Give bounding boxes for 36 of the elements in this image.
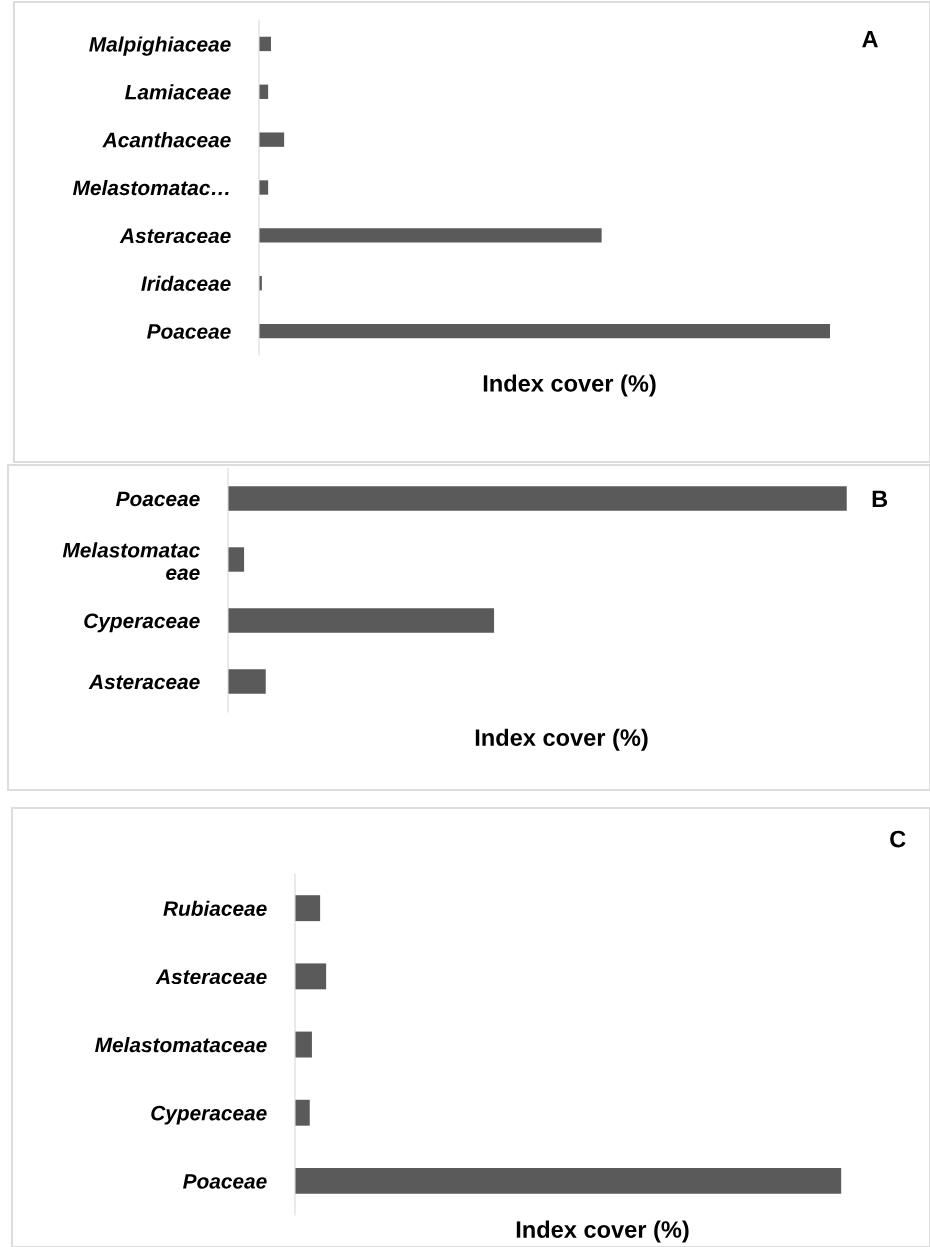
y-tick-label: Poaceae [116,491,200,507]
y-tick-label: Asteraceae [88,674,200,690]
y-tick-label: Melastomatac… [72,179,229,196]
text: A [862,30,878,48]
y-tick-label: Lamiaceae [125,84,231,100]
bar [259,132,285,147]
bar [259,36,271,52]
bar [295,1167,842,1194]
x-axis-title: Index cover (%) [516,1220,689,1243]
bar [228,669,266,694]
y-tick-label: Asteraceae [155,969,267,985]
bar [259,323,831,339]
bar [228,486,847,511]
y-tick-label: Poaceae [183,1174,267,1189]
bar [228,608,495,633]
bar [259,228,602,243]
y-tick-label: Melastomatac eae [62,542,200,580]
y-tick-label: Melastomataceae [95,1037,267,1053]
y-tick-label: Cyperaceae [151,1105,267,1125]
x-axis-title: Index cover (%) [483,374,656,397]
x-axis-title: Index cover (%) [475,728,648,751]
bar [295,1099,310,1126]
text: B [872,490,888,508]
bar [228,547,245,572]
y-tick-label: Asteraceae [119,228,231,244]
bar [295,1031,312,1058]
y-tick-label: Rubiaceae [163,900,267,916]
bar [295,895,321,922]
y-tick-label: Cyperaceae [84,613,200,633]
bar [259,180,269,195]
y-tick-label: Iridaceae [141,275,231,291]
y-tick-label: Poaceae [147,324,231,339]
y-tick-label: Acanthaceae [102,132,231,148]
bar [295,963,327,990]
text: C [890,830,906,848]
y-tick-label: Malpighiaceae [89,36,231,56]
